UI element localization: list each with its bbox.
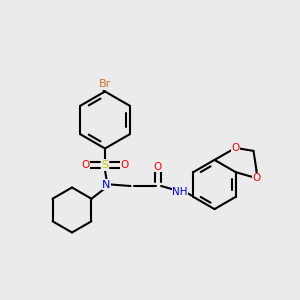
Text: NH: NH [172,187,188,197]
Text: O: O [253,173,261,183]
Text: N: N [102,179,111,190]
Text: O: O [120,160,129,170]
Text: S: S [101,160,109,170]
Text: O: O [231,143,240,153]
Text: Br: Br [99,79,111,89]
Text: O: O [153,161,162,172]
Text: O: O [81,160,90,170]
